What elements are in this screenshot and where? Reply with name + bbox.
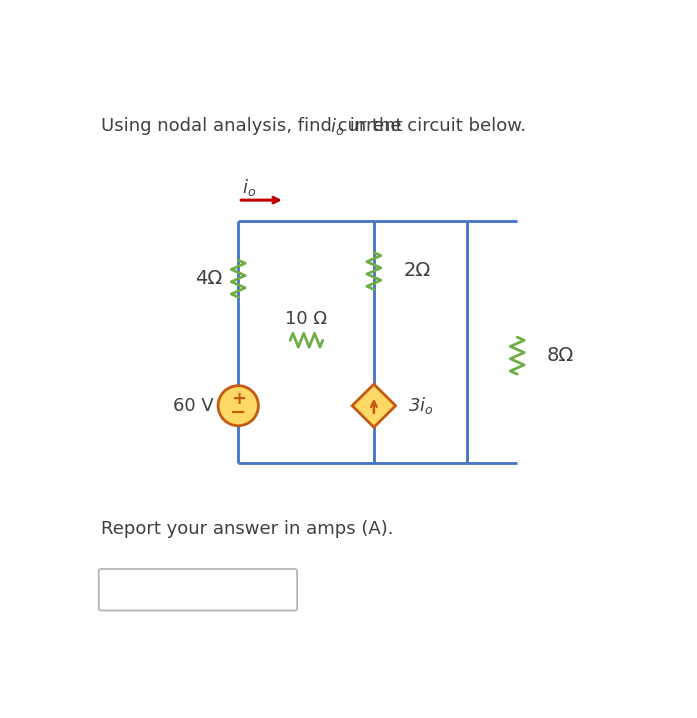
Text: 10 Ω: 10 Ω xyxy=(286,309,328,327)
Text: 2Ω: 2Ω xyxy=(404,261,431,281)
Text: 4Ω: 4Ω xyxy=(195,269,222,288)
Circle shape xyxy=(218,386,259,426)
Text: Report your answer in amps (A).: Report your answer in amps (A). xyxy=(101,520,394,538)
Text: 8Ω: 8Ω xyxy=(546,346,574,365)
Text: Using nodal analysis, find current: Using nodal analysis, find current xyxy=(101,117,408,135)
Text: 3$i_o$: 3$i_o$ xyxy=(408,395,434,416)
Text: −: − xyxy=(230,403,247,422)
Text: +: + xyxy=(231,390,246,408)
FancyBboxPatch shape xyxy=(99,569,297,610)
Text: $i_o$: $i_o$ xyxy=(330,116,344,136)
Text: $i_o$: $i_o$ xyxy=(242,177,256,198)
Polygon shape xyxy=(352,384,396,427)
Text: 60 V: 60 V xyxy=(173,397,214,415)
Text: in the circuit below.: in the circuit below. xyxy=(344,117,526,135)
